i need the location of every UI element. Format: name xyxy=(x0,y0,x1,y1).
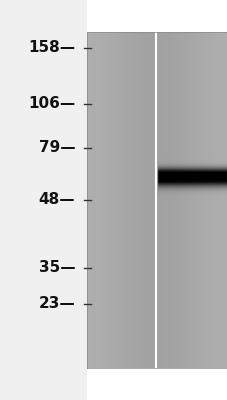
Bar xyxy=(0,0,86,400)
Text: 158—: 158— xyxy=(28,40,75,56)
Text: 48—: 48— xyxy=(38,192,75,208)
Text: 35—: 35— xyxy=(38,260,75,276)
Text: 106—: 106— xyxy=(28,96,75,112)
Bar xyxy=(86,32,227,368)
Text: 23—: 23— xyxy=(38,296,75,312)
Text: 79—: 79— xyxy=(38,140,75,156)
